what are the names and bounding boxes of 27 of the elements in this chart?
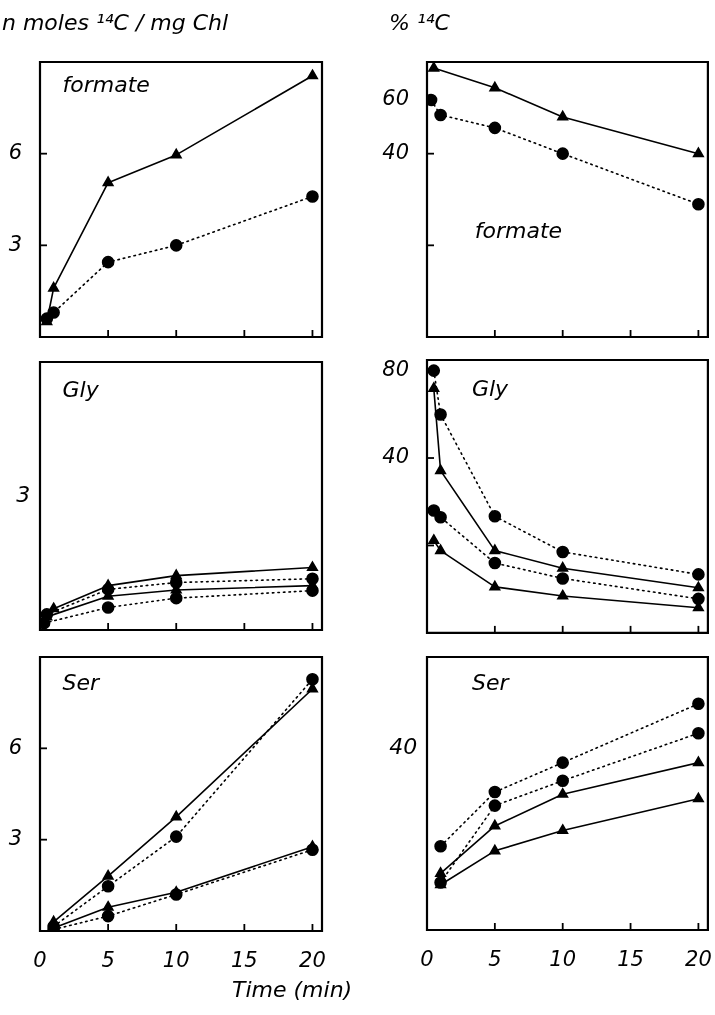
x-axis-title: Time (min) <box>232 977 353 1002</box>
y-tick-label: 6 <box>8 734 22 759</box>
y-tick-label: 3 <box>8 231 22 256</box>
x-tick-label: 10 <box>549 947 577 972</box>
y-tick-label: 40 <box>382 444 409 469</box>
annotation: formate <box>62 72 150 98</box>
y-tick-label: 6 <box>8 140 22 165</box>
x-tick-label: 5 <box>101 948 115 973</box>
annotation: Ser <box>62 670 102 696</box>
x-tick-label: 15 <box>230 948 258 973</box>
x-tick-label: 10 <box>162 948 190 973</box>
y-axis-title: % ¹⁴C <box>389 10 450 35</box>
x-tick-label: 5 <box>488 947 502 972</box>
text: Gly <box>62 377 100 403</box>
x-tick-label: 20 <box>685 947 712 972</box>
text: Ser <box>471 670 511 696</box>
y-tick-label: 40 <box>382 140 409 165</box>
y-tick-label: 60 <box>382 86 409 111</box>
x-tick-label: 20 <box>299 948 326 973</box>
annotation: formate <box>474 218 563 244</box>
y-tick-label: 3 <box>8 826 22 851</box>
y-axis-title: n moles ¹⁴C / mg Chl <box>2 10 229 35</box>
annotation: Gly <box>471 375 510 401</box>
x-tick-label: 15 <box>617 947 644 972</box>
x-tick-label: 0 <box>420 947 434 972</box>
x-tick-label: 0 <box>33 948 47 973</box>
y-tick-label: 80 <box>382 357 409 382</box>
